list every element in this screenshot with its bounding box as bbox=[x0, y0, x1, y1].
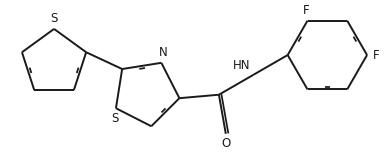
Text: HN: HN bbox=[233, 59, 251, 72]
Text: O: O bbox=[221, 137, 230, 150]
Text: F: F bbox=[303, 4, 309, 17]
Text: F: F bbox=[373, 49, 379, 62]
Text: S: S bbox=[111, 112, 118, 126]
Text: N: N bbox=[158, 46, 167, 59]
Text: S: S bbox=[51, 12, 58, 25]
